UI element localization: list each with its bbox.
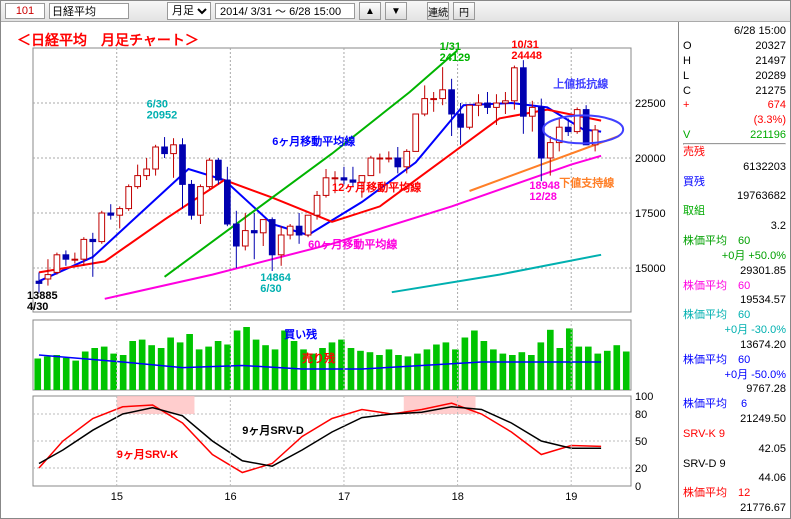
date-range: 2014/ 3/31 ～ 6/28 15:00 — [215, 3, 355, 19]
side-row: 株価平均 60 — [683, 308, 786, 323]
svg-text:15: 15 — [111, 491, 123, 503]
side-row: 取組 — [683, 204, 786, 219]
svg-text:買い残: 買い残 — [284, 327, 317, 341]
app-root: 日経平均 月足 2014/ 3/31 ～ 6/28 15:00 ▲ ▼ 連続 円… — [0, 0, 791, 519]
svg-text:18: 18 — [452, 491, 464, 503]
svg-text:17500: 17500 — [635, 208, 666, 220]
side-row: +0月 -30.0% — [683, 323, 786, 338]
svg-text:9ヶ月SRV-D: 9ヶ月SRV-D — [242, 424, 304, 437]
side-row: 19763682 — [683, 189, 786, 204]
chart-area: 150001750020000225001/312412910/31244486… — [1, 22, 678, 518]
renzoku-button[interactable]: 連続 — [427, 2, 449, 20]
side-row: 9767.28 — [683, 382, 786, 397]
side-row: O20327 — [683, 39, 786, 54]
timeframe-select[interactable]: 月足 — [167, 2, 211, 20]
side-row: 株価平均 12 — [683, 486, 786, 501]
yen-button[interactable]: 円 — [453, 2, 475, 20]
svg-text:100: 100 — [635, 391, 653, 403]
side-row: +0月 -50.0% — [683, 368, 786, 383]
svg-text:15000: 15000 — [635, 263, 666, 275]
svg-text:4/30: 4/30 — [27, 301, 48, 313]
svg-text:19: 19 — [565, 491, 577, 503]
svg-text:22500: 22500 — [635, 98, 666, 110]
svg-text:17: 17 — [338, 491, 350, 503]
main: 150001750020000225001/312412910/31244486… — [1, 22, 790, 518]
svg-text:80: 80 — [635, 409, 647, 421]
side-row: 株価平均 6 — [683, 397, 786, 412]
svg-text:9ヶ月SRV-K: 9ヶ月SRV-K — [117, 448, 179, 461]
side-row: 19534.57 — [683, 293, 786, 308]
prev-button[interactable]: ▲ — [359, 2, 381, 20]
side-row: 買残 — [683, 175, 786, 190]
side-panel: 6/28 15:00O20327H21497L20289C21275+674(3… — [678, 22, 790, 518]
svg-text:60ヶ月移動平均線: 60ヶ月移動平均線 — [308, 237, 397, 251]
svg-text:20952: 20952 — [147, 110, 178, 122]
side-row: 21249.50 — [683, 412, 786, 427]
next-button[interactable]: ▼ — [385, 2, 407, 20]
side-row: 株価平均 60 — [683, 353, 786, 368]
name-box: 日経平均 — [49, 3, 129, 19]
side-row: H21497 — [683, 54, 786, 69]
side-row: +0月 +50.0% — [683, 249, 786, 264]
side-row: 6132203 — [683, 160, 786, 175]
side-row: 42.05 — [683, 442, 786, 457]
svg-text:12ヶ月移動平均線: 12ヶ月移動平均線 — [332, 180, 421, 194]
side-row: L20289 — [683, 69, 786, 84]
svg-text:12/28: 12/28 — [529, 191, 557, 203]
svg-text:6/30: 6/30 — [260, 283, 281, 295]
svg-text:0: 0 — [635, 481, 641, 493]
svg-text:24448: 24448 — [511, 50, 542, 62]
svg-text:上値抵抗線: 上値抵抗線 — [553, 77, 608, 91]
side-row: 6/28 15:00 — [683, 24, 786, 39]
svg-text:売り残: 売り残 — [302, 351, 335, 365]
side-row: 売残 — [683, 145, 786, 160]
side-row: 29301.85 — [683, 264, 786, 279]
svg-text:16: 16 — [224, 491, 236, 503]
svg-text:20: 20 — [635, 463, 647, 475]
side-row: 44.06 — [683, 471, 786, 486]
code-input[interactable] — [5, 3, 45, 19]
svg-text:下値支持線: 下値支持線 — [559, 176, 614, 190]
svg-text:20000: 20000 — [635, 153, 666, 165]
toolbar: 日経平均 月足 2014/ 3/31 ～ 6/28 15:00 ▲ ▼ 連続 円 — [1, 1, 790, 22]
side-row: 13674.20 — [683, 338, 786, 353]
svg-text:50: 50 — [635, 436, 647, 448]
side-row: SRV-K 9 — [683, 427, 786, 442]
side-row: C21275 — [683, 84, 786, 99]
side-row: V221196 — [683, 128, 786, 143]
side-row: 株価平均 60 — [683, 234, 786, 249]
side-row: 3.2 — [683, 219, 786, 234]
side-row: SRV-D 9 — [683, 457, 786, 472]
side-row: 株価平均 60 — [683, 279, 786, 294]
side-row: 21776.67 — [683, 501, 786, 516]
svg-text:6ヶ月移動平均線: 6ヶ月移動平均線 — [272, 134, 355, 148]
side-row: +674 — [683, 98, 786, 113]
svg-text:24129: 24129 — [440, 52, 471, 64]
side-row: (3.3%) — [683, 113, 786, 128]
